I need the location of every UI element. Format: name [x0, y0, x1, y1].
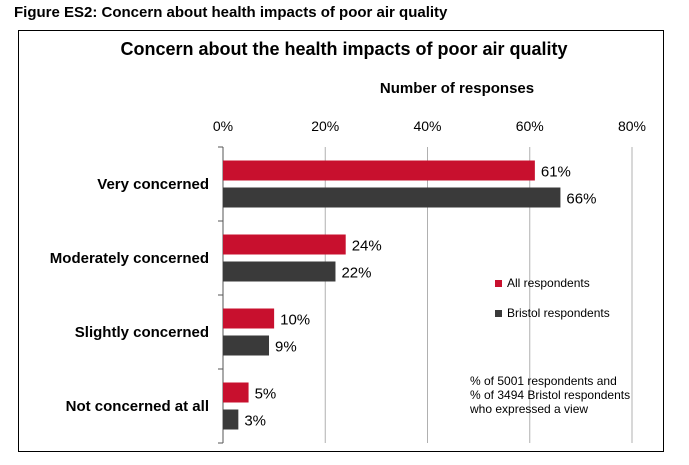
legend-swatch [495, 310, 502, 317]
x-tick-label: 20% [311, 118, 339, 134]
legend-label: Bristol respondents [507, 306, 610, 320]
chart-annotation: % of 5001 respondents and % of 3494 Bris… [470, 374, 660, 416]
annotation-line-3: who expressed a view [470, 402, 589, 416]
annotation-line-1: % of 5001 respondents and [470, 374, 617, 388]
annotation-line-2: % of 3494 Bristol respondents [470, 388, 631, 402]
bar [223, 187, 561, 208]
bar [223, 160, 535, 181]
category-label: Not concerned at all [66, 398, 209, 415]
data-label: 66% [566, 191, 596, 208]
bar [223, 382, 249, 403]
data-label: 10% [280, 312, 310, 329]
bar [223, 409, 239, 430]
x-tick-label: 60% [516, 118, 544, 134]
x-axis-label: Number of responses [380, 80, 534, 97]
bar [223, 234, 346, 255]
chart-title: Concern about the health impacts of poor… [120, 39, 567, 59]
category-label: Slightly concerned [75, 324, 209, 341]
data-label: 22% [341, 265, 371, 282]
bar [223, 308, 275, 329]
category-label: Moderately concerned [50, 250, 209, 267]
bar [223, 261, 336, 282]
figure-caption: Figure ES2: Concern about health impacts… [14, 4, 448, 21]
data-label: 3% [244, 413, 266, 430]
legend-swatch [495, 280, 502, 287]
data-label: 24% [352, 238, 382, 255]
bar [223, 335, 270, 356]
legend-label: All respondents [507, 276, 590, 290]
chart-frame [18, 30, 664, 452]
x-tick-label: 40% [413, 118, 441, 134]
x-tick-label: 0% [213, 118, 233, 134]
data-label: 61% [541, 164, 571, 181]
category-label: Very concerned [97, 176, 209, 193]
data-label: 5% [255, 386, 277, 403]
x-tick-label: 80% [618, 118, 646, 134]
data-label: 9% [275, 339, 297, 356]
